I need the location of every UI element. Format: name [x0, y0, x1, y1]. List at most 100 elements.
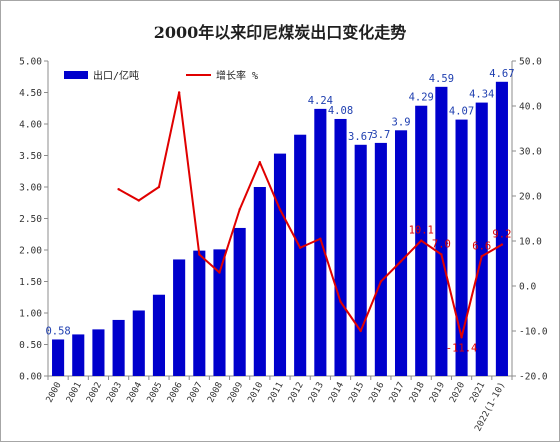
y-left-tick-label: 4.00 — [19, 120, 42, 131]
line-data-label: -11.4 — [446, 342, 478, 354]
x-tick-label: 2003 — [105, 381, 124, 405]
bar — [354, 144, 367, 376]
line-data-label: 6.6 — [472, 240, 491, 252]
line-data-label: 9.2 — [492, 229, 511, 241]
bar-data-label: 0.58 — [45, 325, 70, 337]
bar — [72, 334, 85, 376]
y-left-tick-label: 1.50 — [19, 277, 42, 288]
line-point — [298, 246, 302, 249]
bar-data-label: 4.59 — [429, 73, 454, 85]
bar — [394, 130, 408, 376]
bar — [173, 259, 186, 376]
bar — [455, 119, 468, 376]
bar — [273, 153, 287, 376]
bar — [294, 134, 307, 376]
bar — [233, 227, 246, 376]
x-tick-label: 2021 — [468, 381, 487, 405]
bar — [92, 329, 105, 376]
line-point — [399, 260, 403, 263]
bar-data-label: 4.24 — [308, 95, 333, 107]
y-right-tick-label: 20.0 — [519, 192, 542, 203]
bar — [193, 250, 206, 376]
line-point — [198, 253, 201, 256]
bar-data-label: 3.7 — [371, 129, 390, 141]
bar — [435, 86, 448, 376]
line-point — [440, 253, 443, 256]
y-right-tick-label: 30.0 — [519, 147, 542, 158]
bar-data-label: 3.67 — [348, 131, 373, 143]
x-tick-label: 2015 — [347, 381, 366, 405]
line-point — [238, 208, 241, 211]
x-tick-label: 2019 — [428, 381, 447, 405]
x-tick-label: 2000 — [45, 381, 64, 405]
line-point — [359, 329, 362, 333]
growth-rate-line — [118, 91, 503, 339]
bar — [112, 319, 125, 376]
line-point — [460, 336, 463, 339]
line-point — [420, 239, 423, 242]
line-point — [117, 188, 120, 191]
y-left-tick-label: 0.50 — [19, 340, 42, 351]
line-point — [157, 185, 161, 189]
x-tick-label: 2007 — [186, 381, 205, 405]
x-tick-label: 2001 — [65, 381, 84, 405]
y-left-tick-label: 4.50 — [19, 88, 42, 99]
x-tick-label: 2010 — [246, 381, 265, 405]
bar — [374, 142, 387, 376]
y-right-tick-label: 10.0 — [519, 237, 542, 248]
x-tick-label: 2013 — [307, 381, 326, 405]
x-tick-label: 2005 — [146, 381, 165, 405]
x-tick-label: 2008 — [206, 381, 225, 405]
y-right-tick-label: 40.0 — [519, 102, 542, 113]
legend-bar-swatch — [64, 71, 88, 79]
bar — [152, 294, 166, 376]
y-left-tick-label: 2.50 — [19, 214, 42, 225]
bar-data-label: 4.08 — [328, 105, 353, 117]
x-tick-label: 2011 — [267, 381, 286, 405]
line-data-label: 7.0 — [432, 239, 451, 251]
bar — [132, 310, 145, 376]
bar — [52, 339, 65, 376]
bar — [314, 108, 327, 376]
x-tick-label: 2017 — [388, 381, 407, 405]
bar — [495, 81, 508, 376]
bar — [334, 118, 347, 377]
y-right-tick-label: 50.0 — [519, 57, 542, 68]
y-right-tick-label: -20.0 — [519, 372, 548, 383]
line-point — [319, 237, 322, 240]
line-point — [218, 271, 221, 274]
x-tick-label: 2014 — [327, 381, 346, 405]
bar-data-label: 4.07 — [449, 106, 474, 118]
line-point — [379, 280, 383, 283]
y-right-tick-label: 0.0 — [519, 282, 536, 293]
x-tick-label: 2012 — [287, 381, 306, 405]
line-point — [339, 300, 342, 303]
line-point — [258, 161, 262, 164]
legend-bar-label: 出口/亿吨 — [93, 69, 139, 82]
legend-line-label: 增长率 % — [216, 69, 258, 82]
bar-data-label: 4.29 — [409, 92, 434, 104]
x-tick-label: 2002 — [85, 381, 104, 405]
bar — [253, 187, 266, 376]
y-left-tick-label: 2.00 — [19, 246, 42, 257]
y-right-tick-label: -10.0 — [519, 327, 548, 338]
y-left-tick-label: 1.00 — [19, 309, 42, 320]
line-data-label: 10.1 — [409, 225, 434, 237]
line-point — [278, 208, 282, 211]
y-left-tick-label: 3.50 — [19, 151, 42, 162]
line-point — [500, 243, 504, 246]
line-point — [480, 255, 483, 258]
x-tick-label: 2009 — [226, 381, 245, 405]
bar-data-label: 3.9 — [392, 116, 411, 128]
x-tick-label: 2016 — [368, 381, 387, 405]
x-tick-label: 2004 — [125, 381, 144, 405]
chart-title: 2000年以来印尼煤炭出口变化走势 — [153, 23, 407, 42]
bar-data-label: 4.67 — [489, 68, 514, 80]
x-tick-label: 2020 — [448, 381, 467, 405]
bar — [213, 249, 226, 376]
y-left-tick-label: 3.00 — [19, 183, 42, 194]
y-left-tick-label: 0.00 — [19, 372, 42, 383]
bar — [475, 102, 488, 376]
